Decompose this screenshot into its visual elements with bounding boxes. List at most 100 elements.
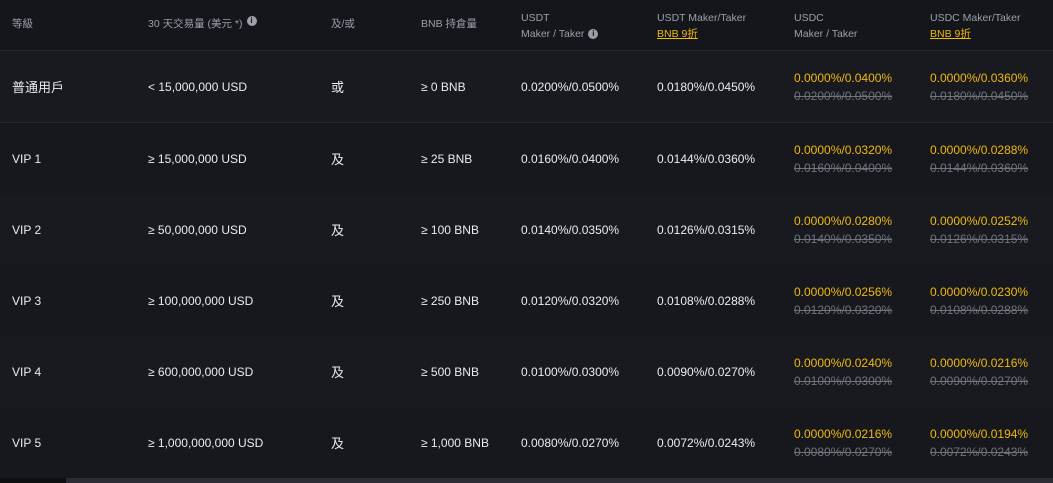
table-header: 等級 30 天交易量 (美元 *) i 及/或 BNB 持倉量 USDT Mak… — [0, 0, 1053, 51]
header-logic: 及/或 — [331, 0, 355, 66]
usdc-bnb-fee-old: 0.0072%/0.0243% — [930, 444, 1029, 459]
usdt-bnb-fee-cell: 0.0180%/0.0450% — [657, 79, 756, 94]
header-usdt-line1: USDT — [521, 12, 550, 24]
header-usdc-bnb-line1: USDC Maker/Taker — [930, 12, 1021, 24]
header-tier-label: 等級 — [12, 18, 33, 30]
logic-cell: 及 — [331, 294, 345, 309]
volume-cell: ≥ 600,000,000 USD — [148, 364, 254, 379]
usdc-bnb-fee-old: 0.0180%/0.0450% — [930, 88, 1029, 103]
header-usdc-fee: USDC Maker / Taker — [794, 0, 857, 60]
usdc-fee-new: 0.0000%/0.0320% — [794, 142, 893, 157]
header-usdc-bnb-fee: USDC Maker/Taker BNB 9折 — [930, 0, 1020, 60]
usdt-fee-cell: 0.0080%/0.0270% — [521, 435, 620, 450]
usdt-info-icon[interactable]: i — [588, 29, 599, 40]
bnb-cell: ≥ 100 BNB — [421, 222, 479, 237]
volume-cell: ≥ 50,000,000 USD — [148, 222, 247, 237]
usdc-fee-new: 0.0000%/0.0240% — [794, 355, 893, 370]
usdt-bnb-fee-cell: 0.0090%/0.0270% — [657, 364, 756, 379]
usdc-fee-new: 0.0000%/0.0256% — [794, 284, 893, 299]
usdc-fee-old: 0.0100%/0.0300% — [794, 373, 893, 388]
header-volume: 30 天交易量 (美元 *) i — [148, 0, 257, 66]
usdc-bnb-fee-old: 0.0126%/0.0315% — [930, 231, 1029, 246]
logic-cell: 及 — [331, 365, 345, 380]
bnb-cell: ≥ 500 BNB — [421, 364, 479, 379]
bottom-edge — [0, 478, 1053, 483]
usdc-bnb-fee-new: 0.0000%/0.0288% — [930, 142, 1029, 157]
logic-cell: 及 — [331, 223, 345, 238]
volume-cell: ≥ 1,000,000,000 USD — [148, 435, 264, 450]
bnb-cell: ≥ 0 BNB — [421, 79, 466, 94]
header-usdc-line2: Maker / Taker — [794, 28, 858, 40]
logic-cell: 或 — [331, 80, 345, 95]
header-usdt-line2: Maker / Taker — [521, 28, 585, 40]
header-bnb-holding: BNB 持倉量 — [421, 0, 477, 66]
header-usdc-line1: USDC — [794, 12, 824, 24]
usdc-bnb-fee-cell: 0.0000%/0.0252% 0.0126%/0.0315% — [930, 194, 1028, 265]
usdc-fee-cell: 0.0000%/0.0400% 0.0200%/0.0500% — [794, 51, 892, 122]
header-tier: 等級 — [12, 0, 33, 66]
table-row: VIP 2 ≥ 50,000,000 USD 及 ≥ 100 BNB 0.014… — [0, 194, 1053, 266]
usdc-bnb-fee-cell: 0.0000%/0.0288% 0.0144%/0.0360% — [930, 123, 1028, 194]
table-row: VIP 5 ≥ 1,000,000,000 USD 及 ≥ 1,000 BNB … — [0, 407, 1053, 479]
usdc-bnb-fee-cell: 0.0000%/0.0360% 0.0180%/0.0450% — [930, 51, 1028, 122]
usdc-fee-cell: 0.0000%/0.0240% 0.0100%/0.0300% — [794, 336, 892, 407]
usdc-bnb-fee-old: 0.0090%/0.0270% — [930, 373, 1029, 388]
usdc-fee-cell: 0.0000%/0.0280% 0.0140%/0.0350% — [794, 194, 892, 265]
usdc-fee-cell: 0.0000%/0.0216% 0.0080%/0.0270% — [794, 407, 892, 478]
usdc-fee-old: 0.0120%/0.0320% — [794, 302, 893, 317]
volume-info-icon[interactable]: i — [246, 16, 257, 26]
usdc-fee-new: 0.0000%/0.0280% — [794, 213, 893, 228]
usdt-bnb-discount-link[interactable]: BNB 9折 — [657, 28, 698, 40]
tier-cell: 普通用戶 — [12, 80, 65, 95]
header-logic-label: 及/或 — [331, 18, 355, 30]
logic-cell: 及 — [331, 436, 345, 451]
header-usdt-bnb-fee: USDT Maker/Taker BNB 9折 — [657, 0, 746, 60]
bnb-cell: ≥ 25 BNB — [421, 151, 473, 166]
tier-cell: VIP 5 — [12, 435, 42, 450]
bnb-cell: ≥ 250 BNB — [421, 293, 479, 308]
table-row: VIP 4 ≥ 600,000,000 USD 及 ≥ 500 BNB 0.01… — [0, 336, 1053, 408]
usdt-fee-cell: 0.0160%/0.0400% — [521, 151, 620, 166]
usdc-bnb-fee-cell: 0.0000%/0.0194% 0.0072%/0.0243% — [930, 407, 1028, 478]
usdc-bnb-fee-new: 0.0000%/0.0194% — [930, 426, 1029, 441]
header-usdt-bnb-line1: USDT Maker/Taker — [657, 12, 747, 24]
table-row: 普通用戶 < 15,000,000 USD 或 ≥ 0 BNB 0.0200%/… — [0, 51, 1053, 123]
usdc-fee-old: 0.0140%/0.0350% — [794, 231, 893, 246]
usdc-bnb-fee-new: 0.0000%/0.0360% — [930, 70, 1029, 85]
table-row: VIP 3 ≥ 100,000,000 USD 及 ≥ 250 BNB 0.01… — [0, 265, 1053, 337]
usdt-fee-cell: 0.0100%/0.0300% — [521, 364, 620, 379]
usdc-fee-old: 0.0200%/0.0500% — [794, 88, 893, 103]
usdt-bnb-fee-cell: 0.0108%/0.0288% — [657, 293, 756, 308]
tier-cell: VIP 4 — [12, 364, 42, 379]
header-volume-label: 30 天交易量 (美元 *) — [148, 18, 243, 30]
usdc-fee-cell: 0.0000%/0.0320% 0.0160%/0.0400% — [794, 123, 892, 194]
usdc-bnb-discount-link[interactable]: BNB 9折 — [930, 28, 971, 40]
usdc-fee-new: 0.0000%/0.0216% — [794, 426, 893, 441]
usdt-fee-cell: 0.0200%/0.0500% — [521, 79, 620, 94]
usdc-fee-cell: 0.0000%/0.0256% 0.0120%/0.0320% — [794, 265, 892, 336]
header-usdt-line2-wrap: Maker / Taker i — [521, 26, 599, 42]
volume-cell: < 15,000,000 USD — [148, 79, 248, 94]
usdc-bnb-fee-old: 0.0108%/0.0288% — [930, 302, 1029, 317]
tier-cell: VIP 2 — [12, 222, 42, 237]
usdt-bnb-fee-cell: 0.0072%/0.0243% — [657, 435, 756, 450]
bnb-cell: ≥ 1,000 BNB — [421, 435, 489, 450]
volume-cell: ≥ 100,000,000 USD — [148, 293, 254, 308]
table-row: VIP 1 ≥ 15,000,000 USD 及 ≥ 25 BNB 0.0160… — [0, 123, 1053, 195]
header-bnb-label: BNB 持倉量 — [421, 18, 478, 30]
usdc-bnb-fee-new: 0.0000%/0.0252% — [930, 213, 1029, 228]
usdt-bnb-fee-cell: 0.0144%/0.0360% — [657, 151, 756, 166]
usdt-fee-cell: 0.0120%/0.0320% — [521, 293, 620, 308]
tier-cell: VIP 1 — [12, 151, 42, 166]
bottom-edge-highlight — [66, 478, 1053, 483]
usdc-fee-new: 0.0000%/0.0400% — [794, 70, 893, 85]
logic-cell: 及 — [331, 152, 345, 167]
tier-cell: VIP 3 — [12, 293, 42, 308]
usdc-bnb-fee-cell: 0.0000%/0.0216% 0.0090%/0.0270% — [930, 336, 1028, 407]
usdt-fee-cell: 0.0140%/0.0350% — [521, 222, 620, 237]
usdc-bnb-fee-cell: 0.0000%/0.0230% 0.0108%/0.0288% — [930, 265, 1028, 336]
header-usdt-fee: USDT Maker / Taker i — [521, 0, 599, 60]
usdc-bnb-fee-new: 0.0000%/0.0230% — [930, 284, 1029, 299]
usdc-fee-old: 0.0080%/0.0270% — [794, 444, 893, 459]
